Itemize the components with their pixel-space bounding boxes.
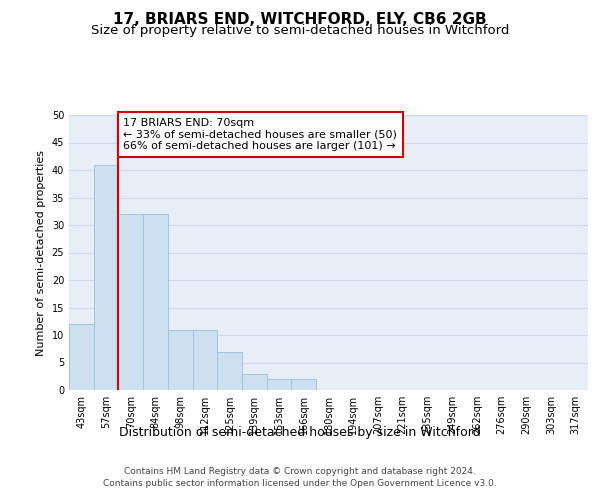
Y-axis label: Number of semi-detached properties: Number of semi-detached properties	[36, 150, 46, 356]
Bar	[118, 214, 143, 390]
Bar	[94, 164, 118, 390]
Text: 17 BRIARS END: 70sqm
← 33% of semi-detached houses are smaller (50)
66% of semi-: 17 BRIARS END: 70sqm ← 33% of semi-detac…	[124, 118, 397, 151]
Text: 17, BRIARS END, WITCHFORD, ELY, CB6 2GB: 17, BRIARS END, WITCHFORD, ELY, CB6 2GB	[113, 12, 487, 28]
Bar	[242, 374, 267, 390]
Text: Contains HM Land Registry data © Crown copyright and database right 2024.
Contai: Contains HM Land Registry data © Crown c…	[103, 466, 497, 487]
Bar	[193, 330, 217, 390]
Bar	[267, 379, 292, 390]
Bar	[168, 330, 193, 390]
Text: Size of property relative to semi-detached houses in Witchford: Size of property relative to semi-detach…	[91, 24, 509, 37]
Bar	[69, 324, 94, 390]
Bar	[143, 214, 168, 390]
Bar	[292, 379, 316, 390]
Bar	[217, 352, 242, 390]
Text: Distribution of semi-detached houses by size in Witchford: Distribution of semi-detached houses by …	[119, 426, 481, 439]
